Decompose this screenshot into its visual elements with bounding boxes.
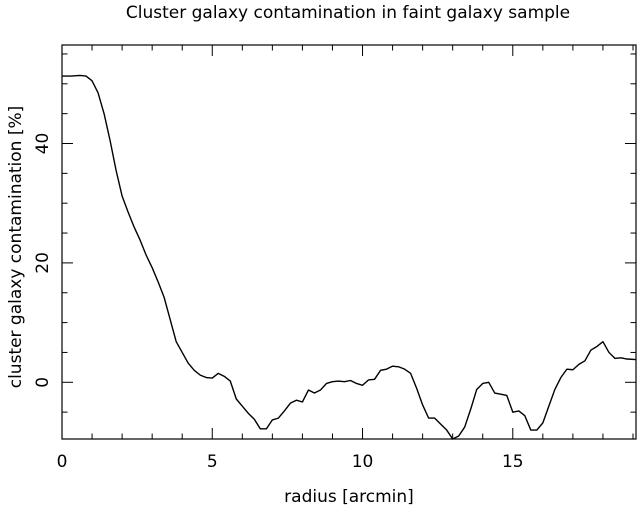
axis-ticks	[61, 45, 636, 439]
y-axis-label: cluster galaxy contamination [%]	[6, 106, 26, 389]
chart-title: Cluster galaxy contamination in faint ga…	[126, 3, 570, 23]
x-tick-label: 0	[57, 452, 68, 472]
x-tick-label: 10	[352, 452, 374, 472]
y-tick-label: 40	[33, 133, 53, 155]
x-tick-label: 15	[502, 452, 524, 472]
y-tick-label: 0	[33, 377, 53, 388]
x-tick-label: 5	[207, 452, 218, 472]
contamination-series-line	[62, 74, 637, 440]
y-tick-label: 20	[33, 252, 53, 274]
axis-tick-labels: 0 5 10 15 0 20 40	[33, 133, 524, 472]
x-axis-label: radius [arcmin]	[284, 487, 414, 507]
plot-frame	[61, 44, 637, 440]
